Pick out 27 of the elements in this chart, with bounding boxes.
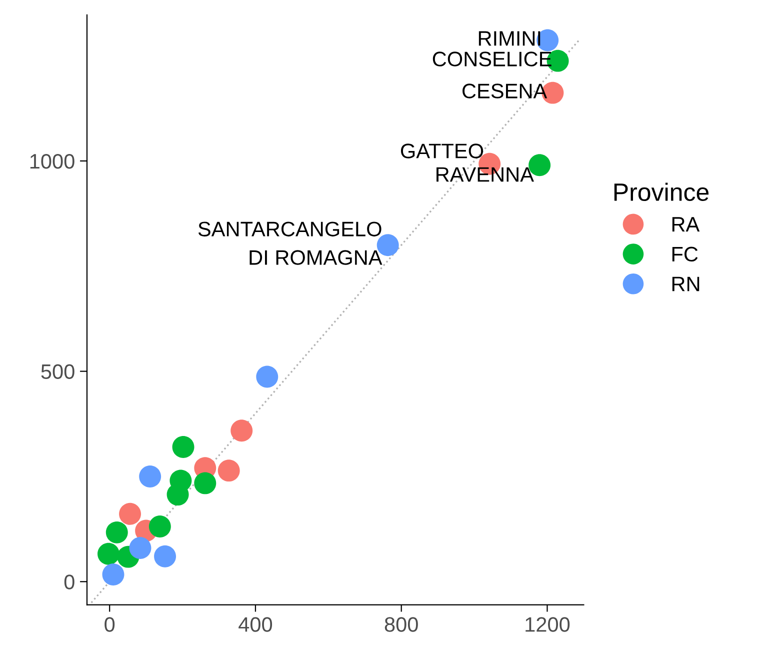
y-tick-label: 0	[64, 574, 74, 590]
point	[218, 460, 240, 482]
legend-label: RN	[672, 276, 700, 292]
x-tick-label: 1200	[526, 617, 570, 632]
annotation: GATTEO	[400, 144, 484, 158]
point	[129, 537, 152, 559]
point	[98, 542, 120, 565]
x-tick-label: 400	[238, 617, 272, 632]
point	[256, 366, 278, 388]
point	[119, 502, 141, 525]
point	[154, 545, 176, 568]
legend-label: RA	[672, 217, 700, 232]
legend-title: Province	[614, 182, 709, 202]
x-tick-label: 0	[104, 617, 115, 632]
annotation: RAVENNA	[436, 167, 534, 182]
point	[230, 420, 253, 442]
x-tick-label: 800	[384, 617, 418, 632]
point	[102, 564, 124, 586]
point	[172, 436, 194, 458]
legend-label: FC	[672, 246, 698, 262]
point	[139, 465, 162, 488]
y-tick-label: 500	[41, 364, 74, 380]
y-tick-label: 1000	[30, 154, 74, 169]
point	[148, 516, 171, 538]
annotation: SANTARCANGELO DI ROMAGNA	[198, 222, 382, 265]
point	[194, 472, 216, 494]
point	[106, 521, 128, 544]
